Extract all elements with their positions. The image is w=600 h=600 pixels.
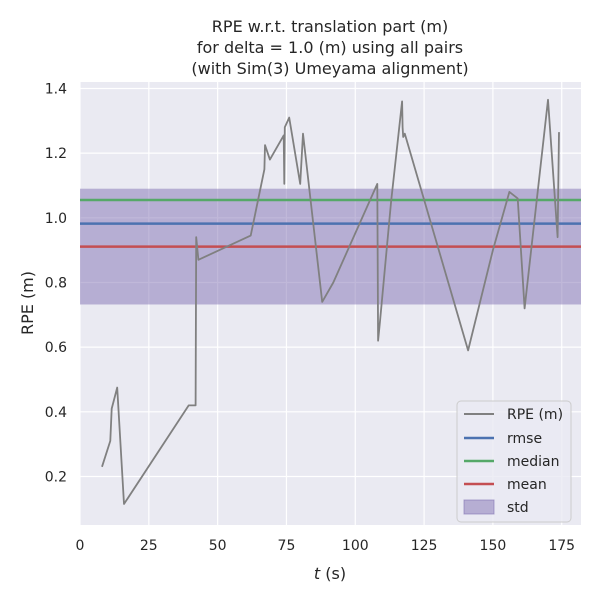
legend-box [456, 400, 572, 523]
x-tick-labels: 0 25 50 75 100 125 150 175 [76, 538, 576, 554]
legend-label: RPE (m) [507, 407, 563, 423]
legend-label: mean [507, 477, 547, 493]
x-axis-label-var: t [314, 564, 321, 583]
legend-label: rmse [507, 431, 542, 447]
title-line-3: (with Sim(3) Umeyama alignment) [191, 59, 468, 78]
x-tick-label: 25 [140, 538, 158, 554]
y-axis-label: RPE (m) [18, 271, 37, 335]
x-tick-label: 125 [411, 538, 438, 554]
title-line-2: for delta = 1.0 (m) using all pairs [197, 38, 463, 57]
legend-items: RPE (m) rmse median mean std [463, 407, 563, 516]
x-axis-label-unit: (s) [320, 564, 346, 583]
rpe-series-line [101, 98, 560, 505]
x-tick-label: 150 [480, 538, 507, 554]
x-tick-label: 100 [342, 538, 369, 554]
y-tick-label: 1.2 [45, 146, 67, 162]
legend-label: std [507, 500, 529, 516]
legend: RPE (m) rmse median mean std [456, 400, 572, 523]
x-axis-label: t (s) [314, 564, 346, 583]
legend-swatch [463, 499, 495, 515]
title-line-1: RPE w.r.t. translation part (m) [212, 17, 448, 36]
chart-title: RPE w.r.t. translation part (m) for delt… [191, 17, 468, 78]
y-tick-label: 1.4 [45, 81, 67, 97]
x-tick-label: 0 [76, 538, 85, 554]
x-tick-label: 175 [548, 538, 575, 554]
x-tick-label: 75 [278, 538, 296, 554]
y-tick-label: 1.0 [45, 211, 67, 227]
legend-label: median [507, 454, 559, 470]
y-tick-label: 0.8 [45, 275, 67, 291]
y-tick-label: 0.6 [45, 340, 67, 356]
y-tick-label: 0.2 [45, 469, 67, 485]
y-tick-label: 0.4 [45, 405, 67, 421]
x-tick-label: 50 [209, 538, 227, 554]
y-tick-labels: 0.2 0.4 0.6 0.8 1.0 1.2 1.4 [45, 81, 67, 485]
